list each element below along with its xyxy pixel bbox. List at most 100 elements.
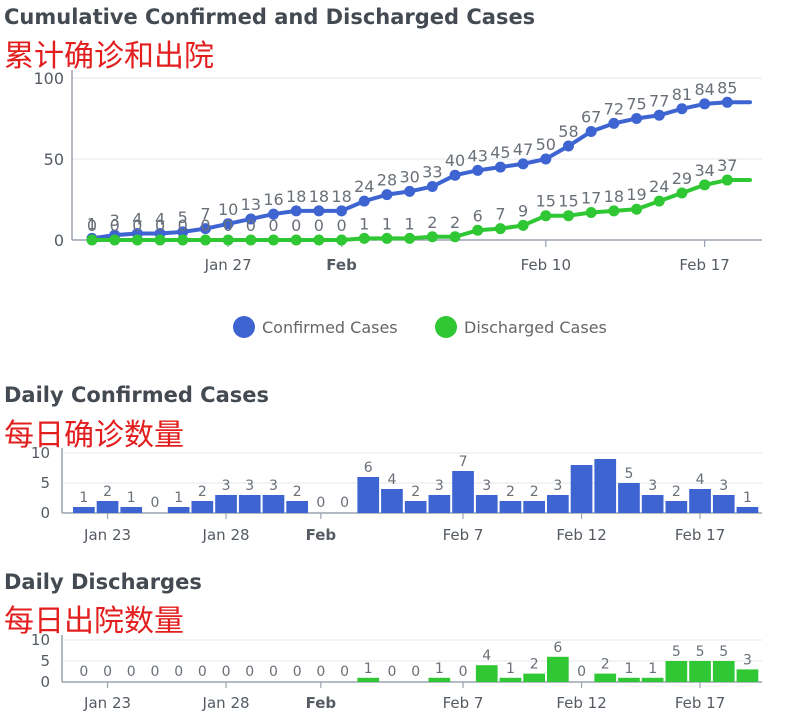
confirmed-data-label: 2 xyxy=(198,484,207,500)
confirmed-bar xyxy=(475,495,498,513)
discharged-data-label: 0 xyxy=(459,664,468,680)
discharged-data-label: 0 xyxy=(178,216,188,235)
confirmed-bar xyxy=(594,459,617,513)
confirmed-data-label: 84 xyxy=(694,80,714,99)
confirmed-point xyxy=(426,181,438,193)
confirmed-data-label: 45 xyxy=(490,143,510,162)
y-tick-label: 5 xyxy=(40,474,50,492)
x-tick-label: Feb 12 xyxy=(556,694,606,712)
discharged-data-label: 0 xyxy=(198,664,207,680)
discharged-data-label: 0 xyxy=(155,216,165,235)
discharged-bar xyxy=(357,677,380,682)
confirmed-data-label: 81 xyxy=(672,85,692,104)
discharged-bar xyxy=(428,677,451,682)
discharged-data-label: 29 xyxy=(672,169,692,188)
discharged-data-label: 0 xyxy=(269,664,278,680)
x-tick-label: Feb 17 xyxy=(675,526,725,544)
discharged-point xyxy=(290,234,302,246)
confirmed-bar xyxy=(523,501,545,513)
confirmed-data-label: 28 xyxy=(377,171,397,190)
confirmed-point xyxy=(585,125,597,137)
confirmed-point xyxy=(313,205,325,217)
confirmed-data-label: 67 xyxy=(581,107,601,126)
discharged-point xyxy=(358,232,370,244)
x-tick-label: Jan 27 xyxy=(204,256,252,274)
discharged-point xyxy=(585,206,597,218)
confirmed-data-label: 0 xyxy=(316,495,325,511)
discharged-data-label: 37 xyxy=(717,156,737,175)
y-tick-label: 0 xyxy=(54,231,64,250)
discharged-data-label: 0 xyxy=(314,216,324,235)
daily-confirmed-subtitle: 每日确诊数量 xyxy=(4,418,184,453)
discharged-data-label: 1 xyxy=(364,661,373,677)
x-tick-label: Jan 23 xyxy=(83,694,131,712)
confirmed-data-label: 4 xyxy=(132,210,142,229)
discharged-data-label: 0 xyxy=(223,216,233,235)
discharged-point xyxy=(540,210,552,222)
confirmed-point xyxy=(631,113,643,124)
discharged-bar xyxy=(523,673,545,682)
discharged-data-label: 1 xyxy=(435,661,444,677)
discharged-data-label: 5 xyxy=(719,644,728,660)
confirmed-data-label: 47 xyxy=(513,140,533,159)
discharged-bar xyxy=(665,661,688,682)
discharged-bar xyxy=(689,661,711,682)
confirmed-bar xyxy=(96,501,119,513)
discharged-point xyxy=(653,195,665,207)
confirmed-data-label: 3 xyxy=(553,478,562,494)
confirmed-data-label: 77 xyxy=(649,91,669,110)
confirmed-data-label: 1 xyxy=(174,490,183,506)
discharged-bar xyxy=(618,677,640,682)
discharged-data-label: 0 xyxy=(174,664,183,680)
discharged-data-label: 3 xyxy=(743,652,752,668)
discharged-bar xyxy=(594,673,617,682)
discharged-data-label: 0 xyxy=(316,664,325,680)
discharged-data-label: 17 xyxy=(581,188,601,207)
discharged-data-label: 0 xyxy=(150,664,159,680)
confirmed-data-label: 18 xyxy=(286,187,306,206)
discharged-data-label: 0 xyxy=(87,216,97,235)
confirmed-data-label: 3 xyxy=(110,211,120,230)
confirmed-data-label: 3 xyxy=(269,478,278,494)
confirmed-data-label: 18 xyxy=(309,187,329,206)
discharged-point xyxy=(268,234,280,246)
confirmed-point xyxy=(177,226,189,238)
cumulative-chart-title: Cumulative Confirmed and Discharged Case… xyxy=(4,5,536,29)
confirmed-bar xyxy=(286,501,308,513)
confirmed-data-label: 85 xyxy=(717,78,737,97)
discharged-data-label: 1 xyxy=(405,214,415,233)
discharged-point xyxy=(676,187,688,199)
discharged-data-label: 0 xyxy=(336,216,346,235)
confirmed-bar xyxy=(641,495,664,513)
confirmed-data-label: 7 xyxy=(459,454,468,470)
discharged-point xyxy=(404,232,416,244)
confirmed-data-label: 2 xyxy=(411,484,420,500)
confirmed-data-label: 10 xyxy=(218,200,238,219)
confirmed-data-label: 43 xyxy=(468,146,488,165)
confirmed-data-label: 7 xyxy=(200,205,210,224)
x-tick-label: Feb 10 xyxy=(521,256,571,274)
confirmed-data-label: 30 xyxy=(399,167,419,186)
confirmed-point xyxy=(472,164,484,176)
discharged-data-label: 34 xyxy=(694,161,714,180)
confirmed-data-label: 72 xyxy=(604,99,624,118)
discharged-data-label: 9 xyxy=(518,201,528,220)
discharged-data-label: 0 xyxy=(245,664,254,680)
discharged-point xyxy=(154,234,166,246)
discharged-data-label: 15 xyxy=(536,192,556,211)
discharged-bar xyxy=(475,665,498,682)
confirmed-data-label: 3 xyxy=(482,478,491,494)
discharged-data-label: 6 xyxy=(473,206,483,225)
discharged-point xyxy=(245,234,257,246)
confirmed-point xyxy=(721,96,733,108)
discharged-point xyxy=(426,231,438,243)
discharged-bar xyxy=(736,669,759,682)
discharged-point xyxy=(313,234,325,246)
discharged-data-label: 5 xyxy=(672,644,681,660)
discharged-point xyxy=(472,224,484,236)
discharged-data-label: 0 xyxy=(291,216,301,235)
discharged-data-label: 0 xyxy=(340,664,349,680)
discharged-data-label: 1 xyxy=(382,214,392,233)
